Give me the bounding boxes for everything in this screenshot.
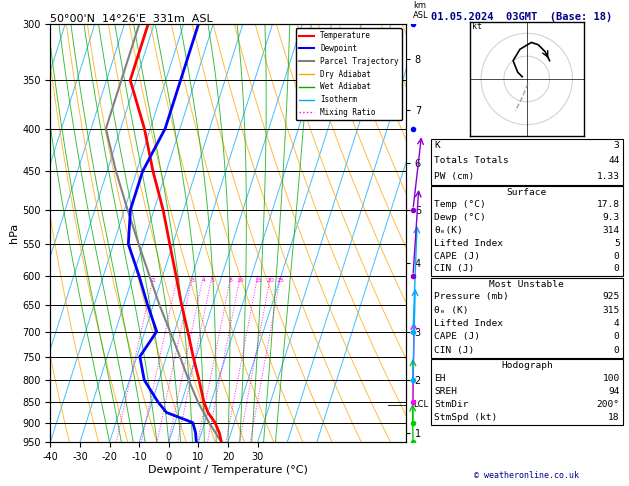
Text: Lifted Index: Lifted Index	[434, 319, 503, 328]
Text: Lifted Index: Lifted Index	[434, 239, 503, 248]
Text: 17.8: 17.8	[596, 200, 620, 209]
Text: 94: 94	[608, 387, 620, 396]
Text: Dewp (°C): Dewp (°C)	[434, 213, 486, 222]
Text: 01.05.2024  03GMT  (Base: 18): 01.05.2024 03GMT (Base: 18)	[431, 12, 612, 22]
Text: 5: 5	[210, 278, 214, 283]
Text: 1: 1	[152, 278, 155, 283]
Text: © weatheronline.co.uk: © weatheronline.co.uk	[474, 471, 579, 480]
Text: 200°: 200°	[596, 400, 620, 409]
Text: 44: 44	[608, 156, 620, 165]
Text: CIN (J): CIN (J)	[434, 346, 474, 355]
Text: 10: 10	[237, 278, 244, 283]
Text: 3: 3	[614, 141, 620, 150]
Text: 50°00'N  14°26'E  331m  ASL: 50°00'N 14°26'E 331m ASL	[50, 14, 213, 23]
Text: 1.33: 1.33	[596, 172, 620, 181]
Text: 314: 314	[603, 226, 620, 235]
Text: θₑ (K): θₑ (K)	[434, 306, 469, 315]
Text: 0: 0	[614, 332, 620, 342]
Text: 18: 18	[608, 413, 620, 422]
Text: 315: 315	[603, 306, 620, 315]
Text: θₑ(K): θₑ(K)	[434, 226, 463, 235]
Text: CAPE (J): CAPE (J)	[434, 252, 480, 260]
Text: CIN (J): CIN (J)	[434, 264, 474, 274]
Text: kt: kt	[472, 22, 482, 31]
Legend: Temperature, Dewpoint, Parcel Trajectory, Dry Adiabat, Wet Adiabat, Isotherm, Mi: Temperature, Dewpoint, Parcel Trajectory…	[296, 28, 402, 120]
Text: 25: 25	[277, 278, 285, 283]
Text: 2: 2	[175, 278, 180, 283]
Text: LCL: LCL	[413, 400, 428, 409]
Text: Most Unstable: Most Unstable	[489, 279, 564, 289]
Text: 925: 925	[603, 293, 620, 301]
Text: 3: 3	[191, 278, 194, 283]
Text: 0: 0	[614, 264, 620, 274]
Text: Temp (°C): Temp (°C)	[434, 200, 486, 209]
Text: Pressure (mb): Pressure (mb)	[434, 293, 509, 301]
Text: StmDir: StmDir	[434, 400, 469, 409]
Text: Totals Totals: Totals Totals	[434, 156, 509, 165]
Text: K: K	[434, 141, 440, 150]
Text: 9.3: 9.3	[603, 213, 620, 222]
Text: 20: 20	[267, 278, 274, 283]
Text: EH: EH	[434, 374, 445, 382]
X-axis label: Dewpoint / Temperature (°C): Dewpoint / Temperature (°C)	[148, 465, 308, 475]
Text: 4: 4	[201, 278, 205, 283]
Text: 0: 0	[614, 252, 620, 260]
Text: Hodograph: Hodograph	[501, 361, 553, 370]
Text: km
ASL: km ASL	[413, 0, 428, 20]
Text: 8: 8	[229, 278, 233, 283]
Text: SREH: SREH	[434, 387, 457, 396]
Text: 100: 100	[603, 374, 620, 382]
Text: StmSpd (kt): StmSpd (kt)	[434, 413, 498, 422]
Text: 4: 4	[614, 319, 620, 328]
Text: Surface: Surface	[507, 188, 547, 197]
Text: PW (cm): PW (cm)	[434, 172, 474, 181]
Text: 0: 0	[614, 346, 620, 355]
Y-axis label: hPa: hPa	[9, 223, 19, 243]
Text: 5: 5	[614, 239, 620, 248]
Text: CAPE (J): CAPE (J)	[434, 332, 480, 342]
Text: 15: 15	[254, 278, 262, 283]
